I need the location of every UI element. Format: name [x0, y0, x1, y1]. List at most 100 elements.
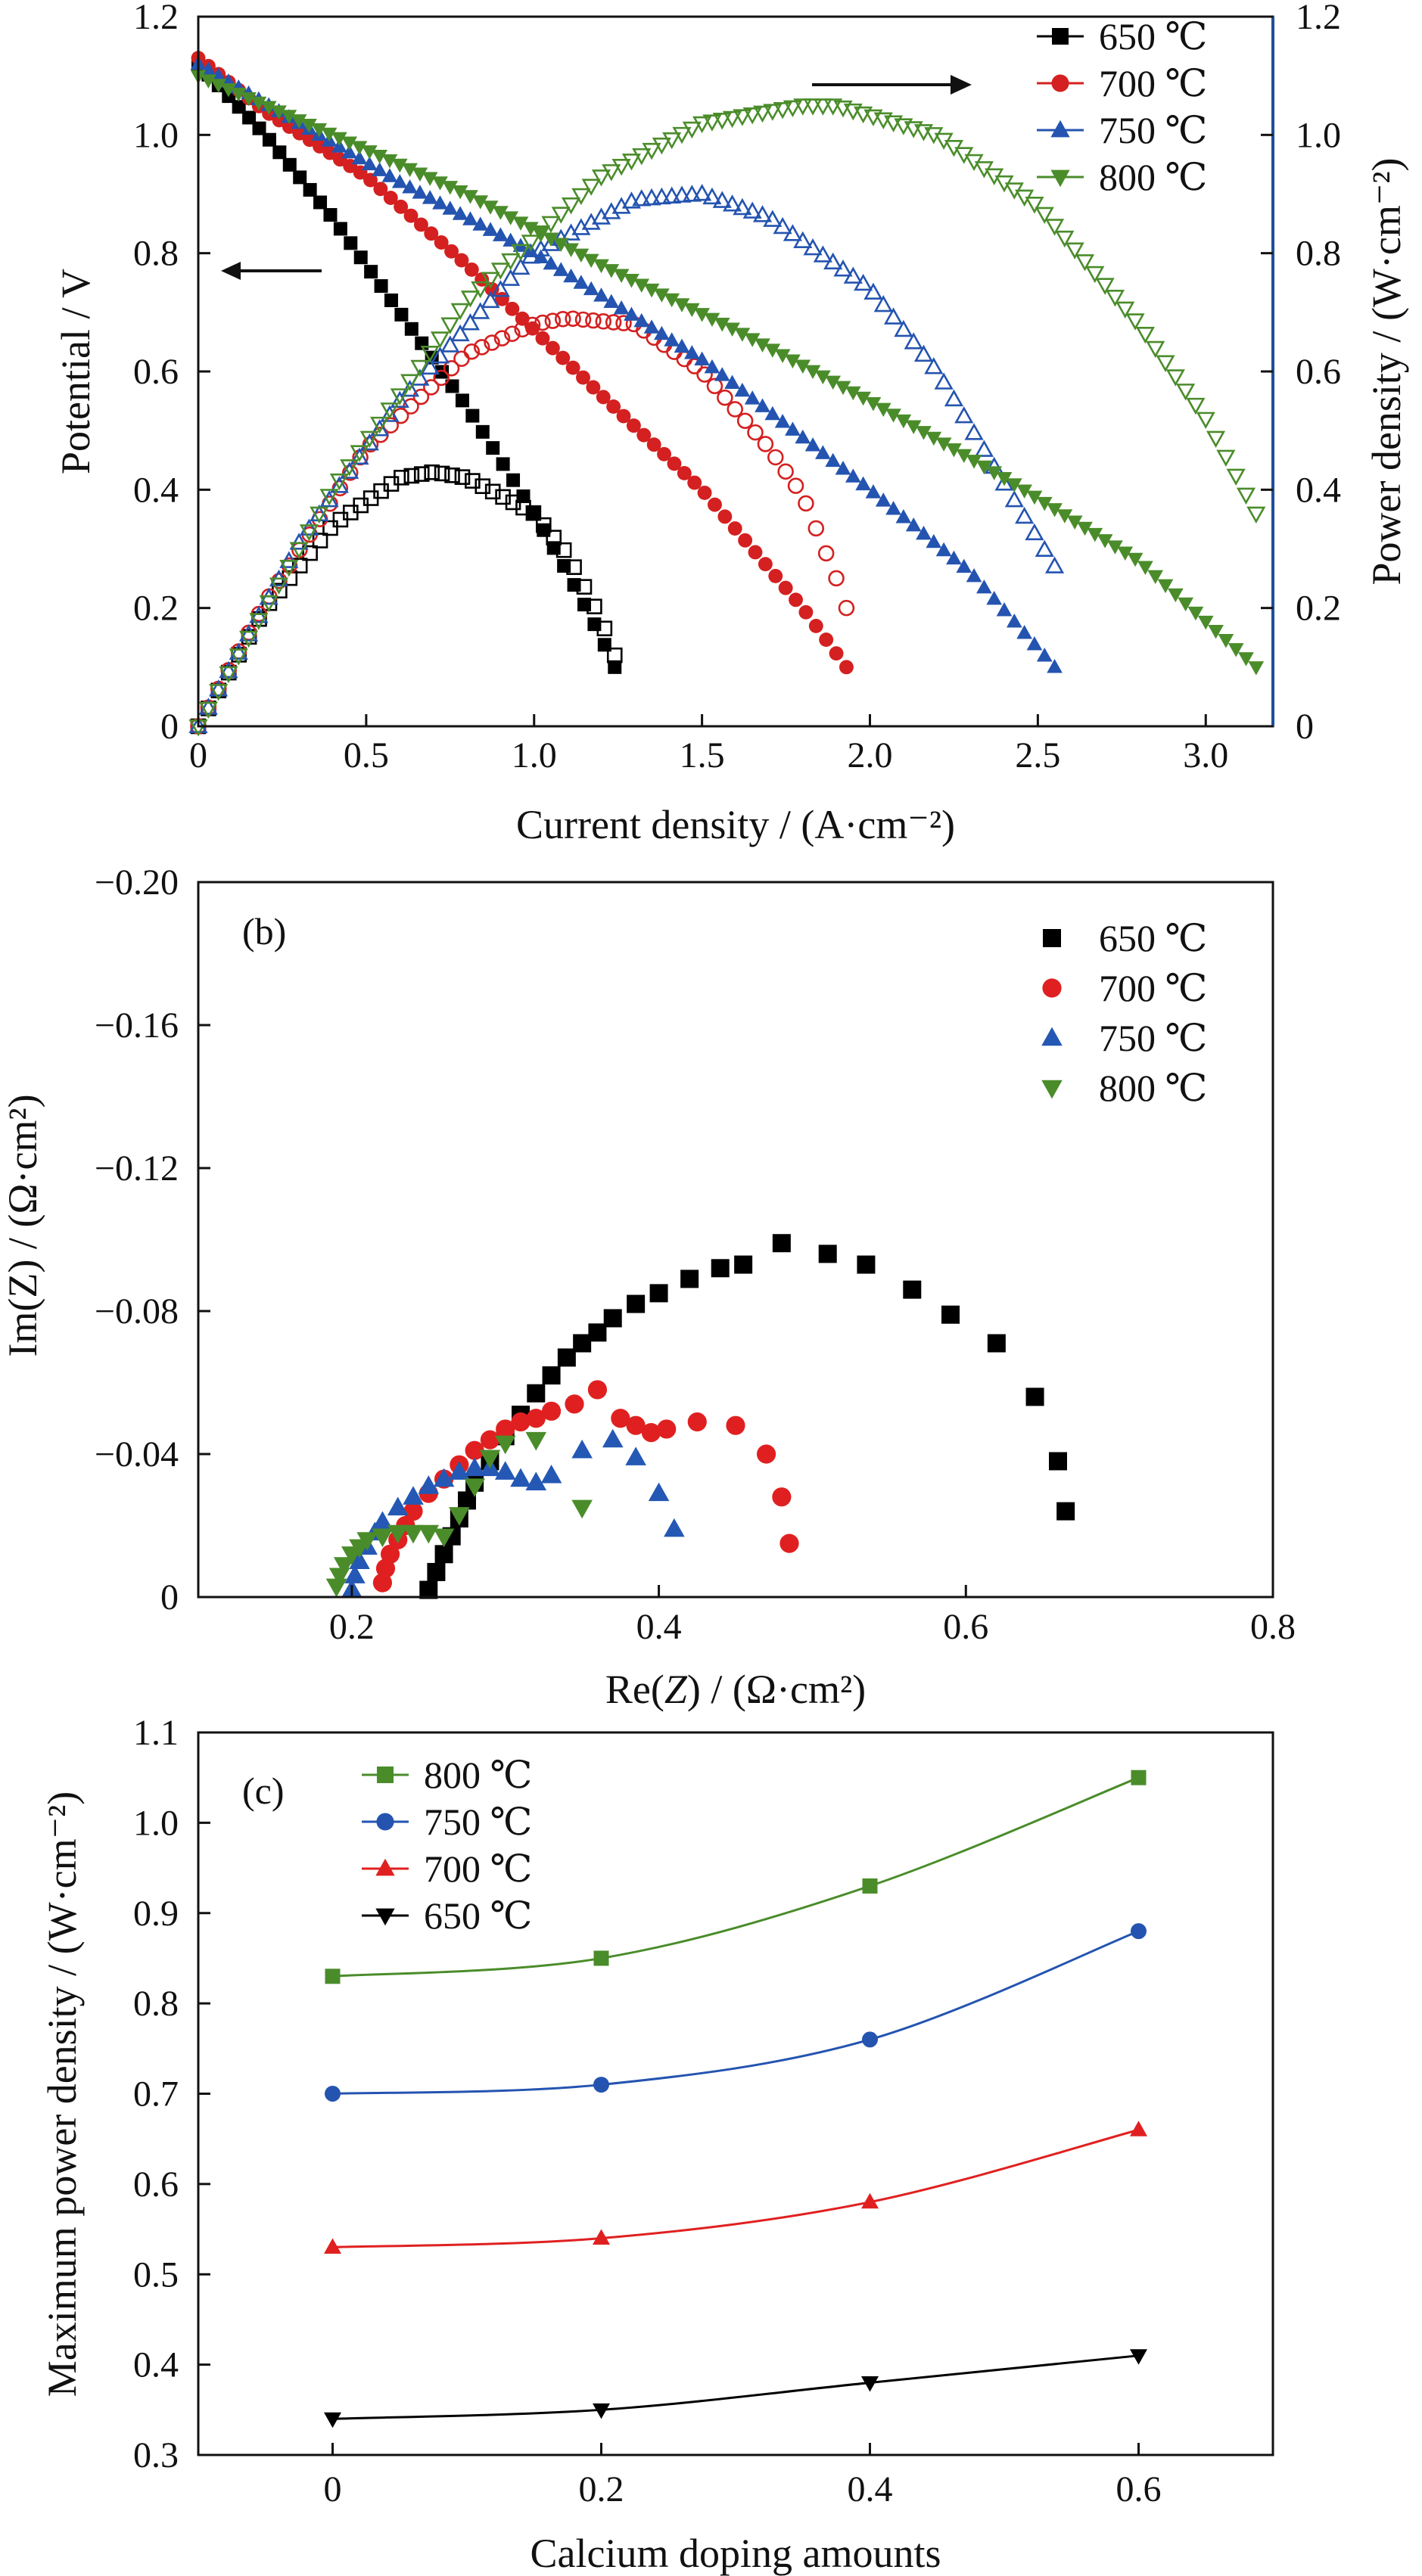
panel-b-impedance-point [625, 1446, 646, 1465]
panel-a-power-point [229, 642, 248, 660]
panel-a-power-point [249, 606, 269, 623]
panel-a-power-point [798, 495, 814, 512]
panel-a-power-point [238, 630, 259, 648]
panel-b-legend-entry: 800 ℃ [1041, 1067, 1207, 1109]
panel-c-y-tick-label: 0.5 [133, 2254, 179, 2295]
panel-c-legend-label: 650 ℃ [424, 1894, 532, 1937]
panel-b-impedance-point [603, 1309, 622, 1328]
panel-a-voltage-point [835, 461, 851, 475]
panel-a-voltage-point [1006, 614, 1022, 628]
panel-b-impedance-point [349, 1550, 370, 1569]
panel-c-y-tick-label: 0.7 [133, 2074, 179, 2115]
panel-a-voltage-point [643, 283, 660, 298]
panel-a-power-point [511, 244, 531, 261]
panel-a-voltage-point [313, 195, 328, 210]
panel-a-legend-entry: 700 ℃ [1037, 62, 1207, 104]
panel-a-power-point [1246, 506, 1266, 524]
panel-a-legend-entry: 750 ℃ [1037, 109, 1207, 151]
panel-a-voltage-point [512, 216, 529, 231]
panel-a-power-point [611, 159, 631, 176]
panel-a-power-point [1085, 266, 1105, 284]
panel-a-voltage-point [593, 259, 609, 274]
panel-c-x-tick-label: 0 [324, 2469, 342, 2509]
panel-a-voltage-point [555, 350, 571, 365]
panel-b-impedance-point [602, 1428, 624, 1448]
panel-a-power-point [727, 401, 743, 418]
panel-a-power-point [501, 253, 521, 271]
panel-c-y-tick-label: 0.6 [133, 2164, 179, 2205]
panel-a-power-point [481, 291, 500, 309]
panel-a-voltage-point [724, 374, 740, 389]
panel-a-voltage-point [734, 328, 751, 342]
panel-a-power-point [490, 280, 510, 297]
panel-a-power-point [1095, 278, 1115, 295]
panel-a-power-point [1125, 313, 1145, 331]
panel-a-voltage-point [432, 176, 448, 191]
panel-a-x-tick-label: 0 [189, 735, 207, 775]
panel-a-power-point [672, 126, 692, 144]
panel-a-left-y-ticks: 0 0.2 0.4 0.6 0.8 1.0 1.2 [133, 0, 210, 747]
panel-a-voltage-point [704, 359, 720, 374]
panel-a-power-point [1025, 523, 1044, 541]
panel-b-impedance-point [372, 1573, 393, 1593]
panel-b-impedance-point [1025, 1387, 1044, 1406]
panel-a-power-point [514, 321, 531, 338]
panel-c-data-point [862, 2031, 878, 2048]
panel-a-right-y-tick-label: 0.8 [1296, 234, 1341, 274]
panel-a-power-point [490, 263, 510, 280]
panel-b-impedance-point [903, 1280, 922, 1299]
panel-a-voltage-point [394, 307, 409, 322]
panel-a-voltage-point [402, 179, 418, 194]
panel-a-voltage-point [633, 312, 650, 328]
panel-a-voltage-point [683, 345, 700, 359]
panel-a-voltage-point [855, 476, 871, 491]
panel-a-voltage-point [613, 300, 630, 315]
panel-a-voltage-point [613, 269, 630, 283]
panel-b-impedance-point [772, 1234, 791, 1253]
panel-a-power-point [632, 148, 652, 166]
panel-a-voltage-point [442, 200, 459, 215]
panel-a-voltage-point [764, 406, 781, 421]
panel-a-voltage-point [654, 325, 670, 340]
panel-a-power-point [783, 224, 803, 241]
panel-b-impedance-point [465, 1440, 484, 1460]
panel-a-voltage-point [1187, 606, 1204, 621]
panel-a-power-point [504, 325, 521, 342]
panel-a-voltage-point [344, 236, 358, 250]
panel-a-voltage-point [361, 156, 378, 171]
panel-a-voltage-point [774, 414, 791, 428]
panel-b-impedance-point [464, 1457, 485, 1477]
panel-a-voltage-point [875, 493, 891, 507]
panel-a-voltage-point [1197, 615, 1214, 630]
panel-b-impedance-point [433, 1468, 455, 1487]
panel-a-voltage-point [220, 83, 237, 98]
panel-b-impedance-point [333, 1557, 355, 1576]
panel-c-x-tick-label: 0.4 [848, 2469, 893, 2509]
panel-a-voltage-point [402, 163, 418, 178]
power-density-arrow [812, 75, 972, 95]
panel-a-power-point [561, 197, 581, 215]
panel-c-data-point [593, 2229, 610, 2245]
panel-a-voltage-point [608, 660, 622, 674]
panel-a-voltage-point [381, 154, 398, 169]
panel-a-voltage-point [372, 150, 387, 164]
panel-a-voltage-point [573, 248, 590, 263]
panel-a-voltage-point [543, 232, 559, 247]
panel-a-voltage-point [281, 110, 297, 124]
panel-b-impedance-point [403, 1524, 424, 1544]
panel-a-voltage-point [301, 119, 317, 133]
panel-a-voltage-point [576, 370, 590, 385]
panel-a-voltage-point [839, 660, 854, 675]
panel-a-voltage-point [391, 174, 408, 188]
panel-b-x-axis-title: Re(Z) / (Ω·cm²) [605, 1667, 866, 1712]
panel-a-voltage-point [506, 473, 521, 487]
panel-c-data-point [1131, 1923, 1147, 1940]
panel-a-power-point [571, 188, 591, 206]
panel-a-power-point [813, 98, 832, 116]
panel-a-power-point [238, 624, 259, 642]
panel-a-power-point [440, 335, 460, 353]
panel-a-voltage-point [865, 396, 882, 412]
panel-a-power-point [394, 470, 409, 486]
panel-a-voltage-point [1006, 478, 1022, 493]
panel-b-impedance-point [541, 1401, 562, 1421]
